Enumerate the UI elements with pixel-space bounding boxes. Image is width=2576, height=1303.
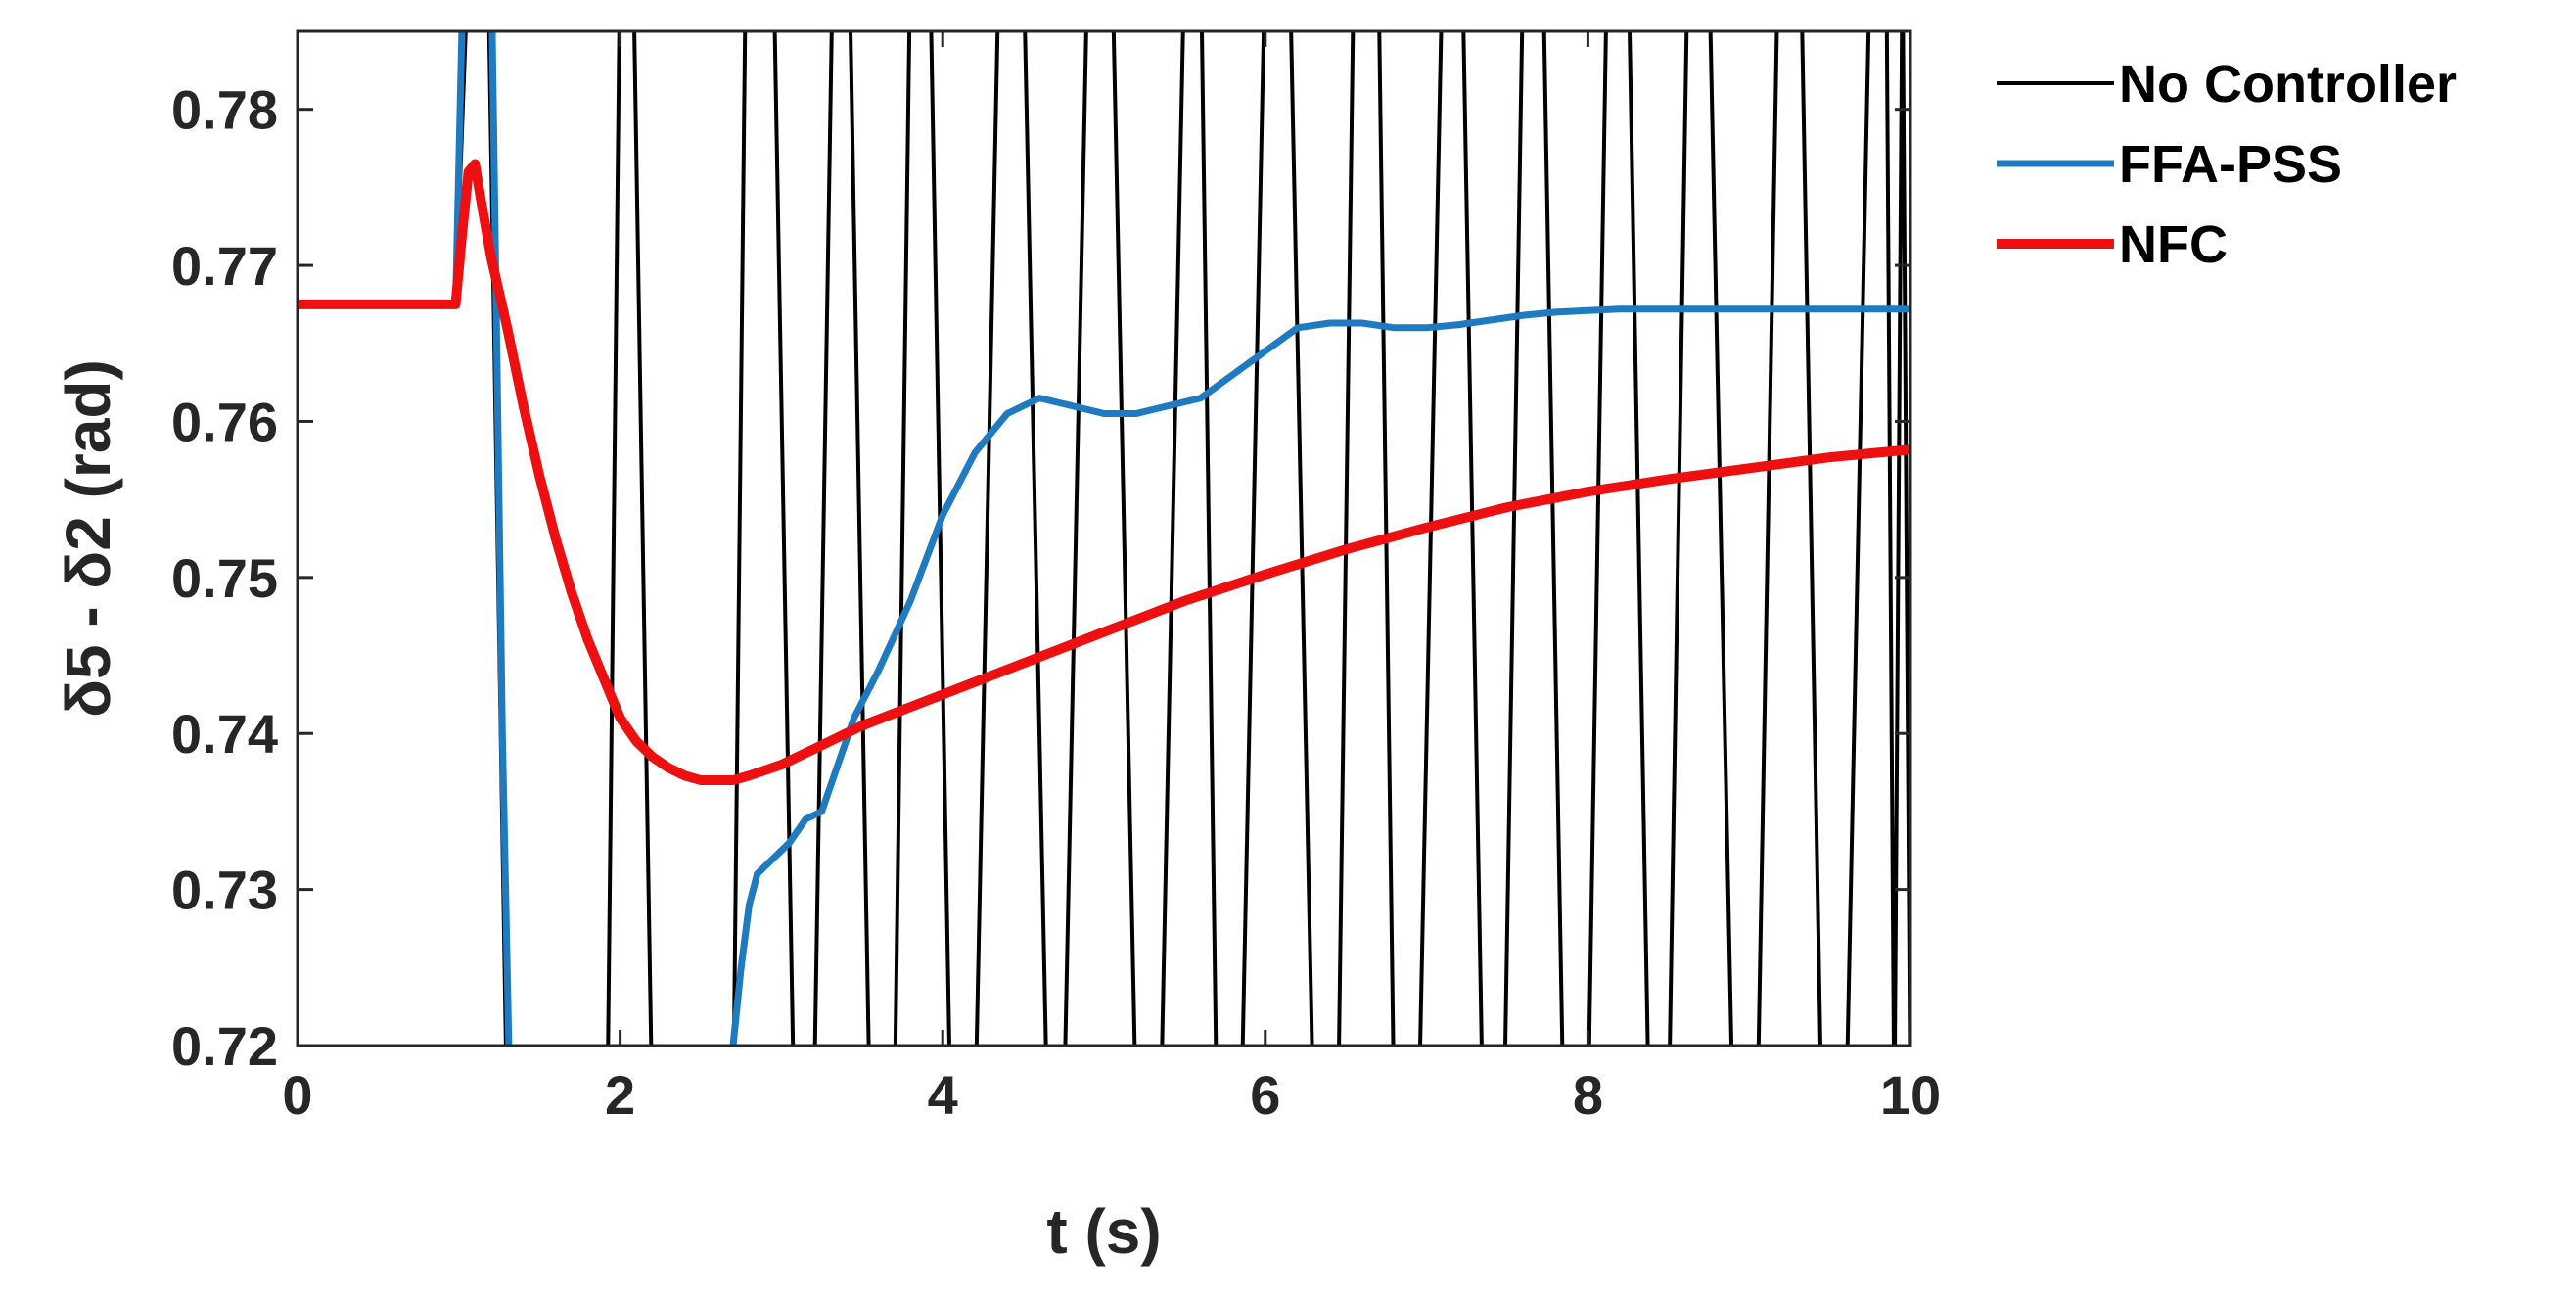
legend-label: No Controller [2119, 55, 2457, 114]
legend-label: FFA-PSS [2119, 135, 2342, 194]
x-tick-label: 8 [1573, 1064, 1603, 1126]
x-tick-label: 6 [1250, 1064, 1280, 1126]
legend-label: NFC [2119, 215, 2228, 274]
plot-frame [296, 29, 1912, 1047]
x-axis-label: t (s) [1046, 1196, 1161, 1267]
plot-area-background [298, 31, 1910, 1046]
series-layer [298, 31, 1910, 1046]
y-axis-label: δ5 - δ2 (rad) [53, 359, 123, 718]
x-tick-label: 0 [282, 1064, 312, 1126]
x-tick-label: 10 [1880, 1064, 1941, 1126]
series-line-ffa-pss [298, 31, 1910, 1046]
y-tick-label: 0.72 [171, 1015, 278, 1077]
axis-ticks: 0 2 4 6 8 10 0.72 0.73 0.74 0.75 0.76 0.77 0.78 [171, 31, 1941, 1126]
series-line-nfc [298, 159, 1910, 785]
y-tick-label: 0.74 [171, 703, 278, 765]
y-tick-label: 0.76 [171, 391, 278, 452]
x-tick-label: 2 [605, 1064, 635, 1126]
x-tick-label: 4 [928, 1064, 958, 1126]
legend: No Controller FFA-PSS NFC [1997, 55, 2457, 274]
y-tick-label: 0.73 [171, 860, 278, 921]
y-tick-label: 0.78 [171, 79, 278, 141]
y-tick-label: 0.77 [171, 235, 278, 297]
y-tick-label: 0.75 [171, 547, 278, 609]
